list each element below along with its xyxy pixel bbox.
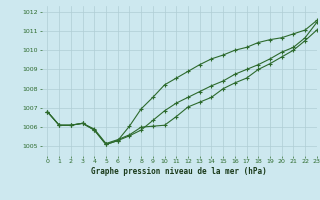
X-axis label: Graphe pression niveau de la mer (hPa): Graphe pression niveau de la mer (hPa) — [91, 167, 267, 176]
